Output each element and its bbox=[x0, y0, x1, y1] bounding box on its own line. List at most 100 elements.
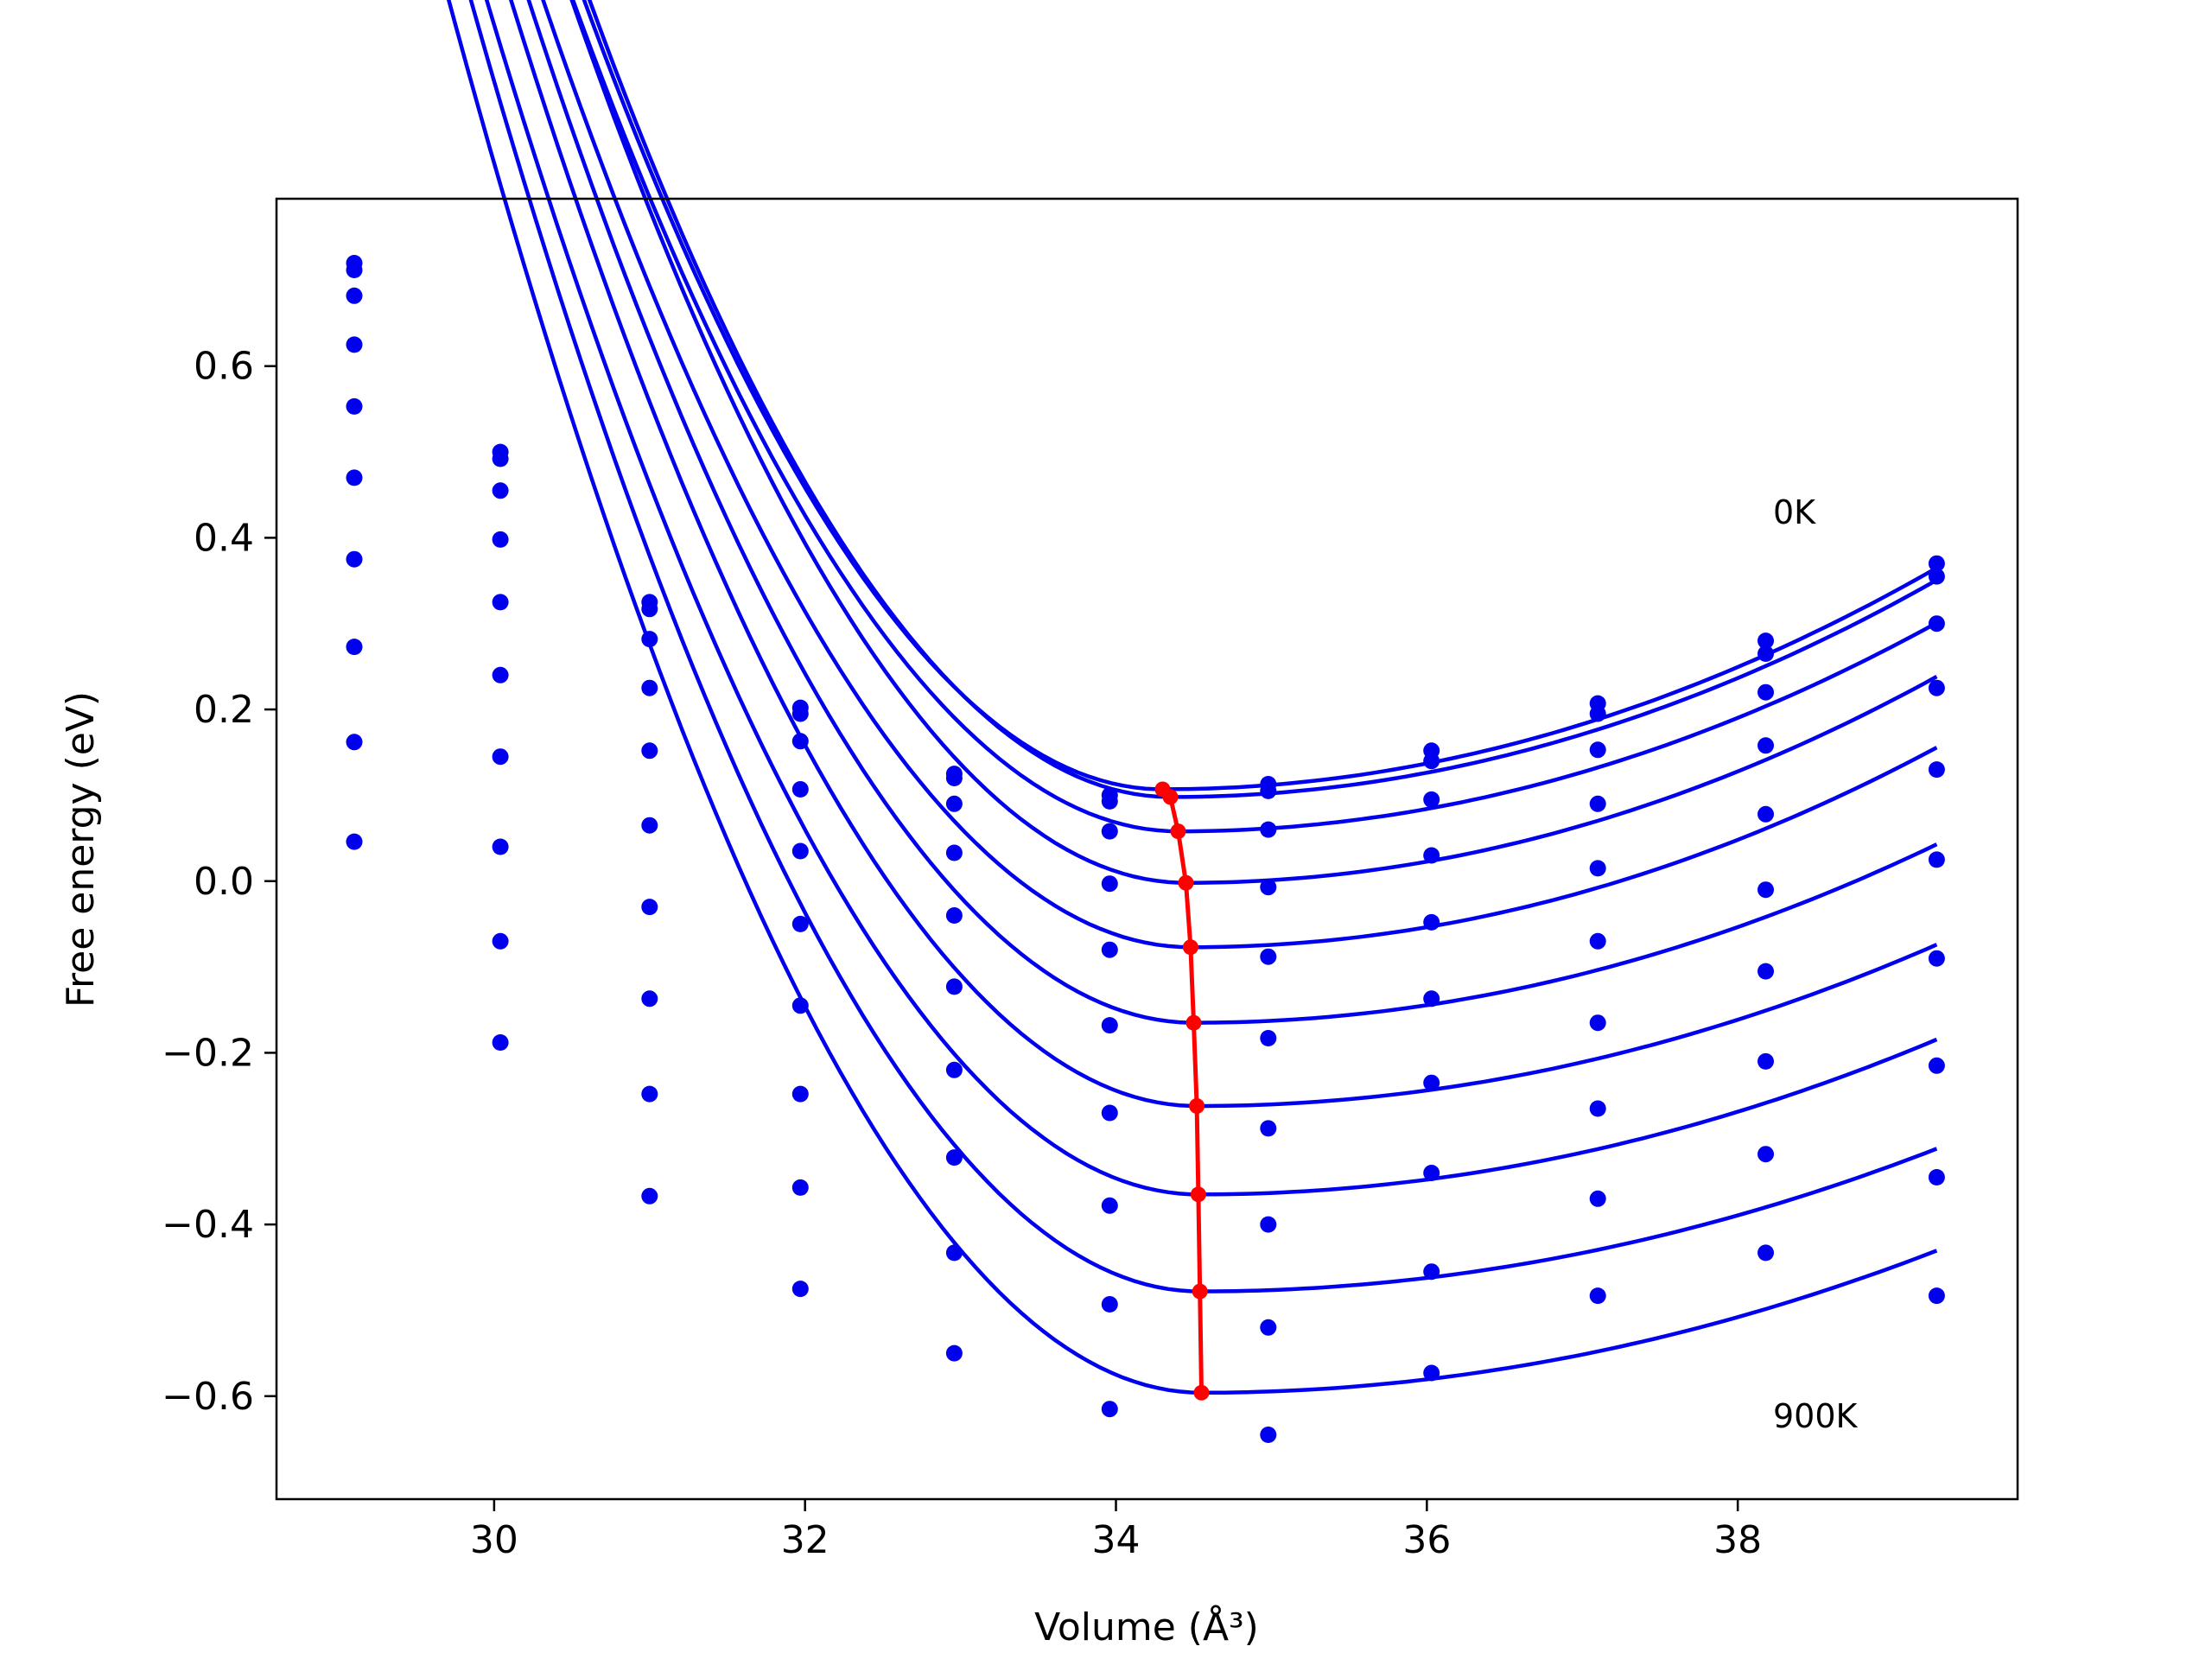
plot-frame bbox=[275, 197, 2019, 1501]
data-point-8-4 bbox=[945, 1244, 963, 1262]
data-point-8-0 bbox=[346, 734, 363, 751]
data-point-7-4 bbox=[945, 1149, 963, 1166]
data-point-9-10 bbox=[1928, 1287, 1945, 1305]
data-point-6-9 bbox=[1758, 963, 1774, 980]
data-point-1-4 bbox=[945, 770, 963, 786]
data-point-2-8 bbox=[1589, 741, 1606, 759]
data-point-2-10 bbox=[1928, 615, 1945, 632]
data-point-2-5 bbox=[1101, 823, 1118, 840]
data-point-1-9 bbox=[1758, 645, 1774, 662]
data-point-7-0 bbox=[346, 639, 363, 656]
minima-line bbox=[1160, 787, 1204, 1393]
minima-point-6 bbox=[1189, 1098, 1205, 1114]
data-point-8-2 bbox=[641, 1085, 658, 1103]
fit-curve-6 bbox=[508, 0, 1938, 1109]
data-point-6-3 bbox=[791, 997, 809, 1014]
data-point-3-8 bbox=[1589, 795, 1606, 812]
minima-path bbox=[1154, 781, 1210, 1401]
data-point-3-5 bbox=[1101, 875, 1118, 893]
data-point-6-7 bbox=[1423, 1074, 1440, 1091]
data-points bbox=[346, 255, 1945, 1443]
data-point-2-4 bbox=[945, 795, 963, 812]
minima-point-4 bbox=[1182, 939, 1198, 956]
data-point-4-8 bbox=[1589, 860, 1606, 877]
data-point-2-7 bbox=[1423, 791, 1440, 808]
fit-curve-4 bbox=[541, 0, 1938, 950]
data-point-7-1 bbox=[492, 838, 509, 855]
data-point-7-2 bbox=[641, 990, 658, 1007]
data-point-1-5 bbox=[1101, 792, 1118, 810]
data-point-2-2 bbox=[641, 631, 658, 648]
y-axis-ticks: 0.6 0.4 0.2 0.0 −0.2 −0.4 −0.6 bbox=[162, 345, 276, 1419]
minima-point-9 bbox=[1193, 1384, 1210, 1401]
data-point-5-7 bbox=[1423, 990, 1440, 1007]
data-point-9-5 bbox=[1101, 1401, 1118, 1418]
data-point-9-0 bbox=[346, 833, 363, 850]
data-point-3-10 bbox=[1928, 679, 1945, 696]
data-point-2-0 bbox=[346, 287, 363, 304]
data-point-7-9 bbox=[1758, 1052, 1774, 1070]
x-tick-label-2: 34 bbox=[1092, 1518, 1141, 1562]
data-point-4-2 bbox=[641, 742, 658, 760]
fit-curve-3 bbox=[569, 0, 1938, 885]
annotation-0k: 0K bbox=[1773, 493, 1816, 531]
x-tick-label-1: 32 bbox=[781, 1518, 830, 1562]
data-point-6-4 bbox=[945, 1061, 963, 1078]
data-point-9-6 bbox=[1260, 1427, 1277, 1443]
data-point-3-9 bbox=[1758, 737, 1774, 754]
data-point-3-3 bbox=[791, 781, 809, 798]
data-point-9-4 bbox=[945, 1344, 963, 1362]
data-point-8-10 bbox=[1928, 1169, 1945, 1185]
data-point-4-9 bbox=[1758, 805, 1774, 823]
data-point-3-1 bbox=[492, 531, 509, 548]
y-tick-label-6: −0.6 bbox=[162, 1375, 254, 1419]
data-point-6-2 bbox=[641, 899, 658, 916]
data-point-6-0 bbox=[346, 550, 363, 568]
data-point-6-6 bbox=[1260, 1120, 1277, 1137]
data-point-1-1 bbox=[492, 450, 509, 467]
x-tick-label-4: 38 bbox=[1713, 1518, 1762, 1562]
y-tick-label-0: 0.6 bbox=[194, 345, 254, 389]
data-point-7-10 bbox=[1928, 1057, 1945, 1074]
data-point-5-6 bbox=[1260, 1030, 1277, 1046]
y-axis-label: Free energy (eV) bbox=[59, 691, 103, 1007]
data-point-7-8 bbox=[1589, 1100, 1606, 1117]
y-tick-label-5: −0.4 bbox=[162, 1203, 254, 1247]
data-point-5-4 bbox=[945, 978, 963, 995]
data-point-4-5 bbox=[1101, 941, 1118, 958]
fit-curve-7 bbox=[484, 0, 1938, 1197]
data-point-8-6 bbox=[1260, 1319, 1277, 1336]
data-point-5-0 bbox=[346, 469, 363, 486]
data-point-9-7 bbox=[1423, 1364, 1440, 1382]
fit-curves bbox=[446, 0, 1938, 1395]
y-tick-label-1: 0.4 bbox=[194, 516, 254, 560]
fit-curve-9 bbox=[446, 0, 1938, 1395]
data-point-4-6 bbox=[1260, 948, 1277, 965]
data-point-5-8 bbox=[1589, 932, 1606, 950]
data-point-6-5 bbox=[1101, 1104, 1118, 1122]
data-point-3-7 bbox=[1423, 847, 1440, 864]
data-point-6-10 bbox=[1928, 950, 1945, 967]
data-point-4-1 bbox=[492, 594, 509, 611]
minima-point-1 bbox=[1162, 789, 1179, 805]
data-point-5-5 bbox=[1101, 1017, 1118, 1034]
minima-point-7 bbox=[1190, 1186, 1206, 1203]
x-tick-label-3: 36 bbox=[1402, 1518, 1451, 1562]
minima-point-8 bbox=[1192, 1283, 1208, 1300]
data-point-8-7 bbox=[1423, 1263, 1440, 1281]
data-point-1-2 bbox=[641, 601, 658, 618]
data-point-1-8 bbox=[1589, 705, 1606, 722]
data-point-8-9 bbox=[1758, 1146, 1774, 1163]
data-point-7-6 bbox=[1260, 1216, 1277, 1233]
data-point-3-6 bbox=[1260, 879, 1277, 896]
data-point-4-3 bbox=[791, 842, 809, 860]
data-point-1-3 bbox=[791, 705, 809, 722]
data-point-5-3 bbox=[791, 915, 809, 932]
y-tick-label-3: 0.0 bbox=[194, 860, 254, 904]
data-point-4-0 bbox=[346, 397, 363, 415]
data-point-6-1 bbox=[492, 748, 509, 766]
data-point-0-9 bbox=[1758, 632, 1774, 650]
data-point-2-6 bbox=[1260, 821, 1277, 838]
x-axis-label: Volume (Å³) bbox=[1034, 1604, 1259, 1649]
